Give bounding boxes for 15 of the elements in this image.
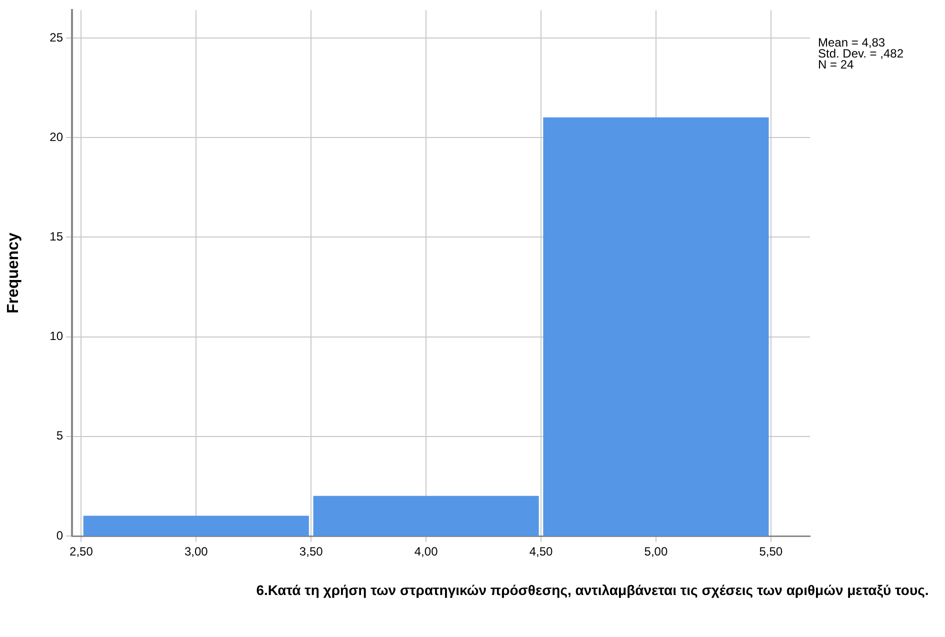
y-tick-label: 25 (50, 30, 64, 44)
y-axis-title: Frequency (5, 232, 22, 314)
x-tick-label: 3,00 (184, 544, 208, 559)
y-tick-label: 15 (50, 230, 64, 244)
y-tick-label: 5 (56, 428, 64, 443)
x-axis-title: 6.Κατά τη χρήση των στρατηγικών πρόσθεσης, αντιλαμβάνεται τις σχέσεις των αριθμών μεταξύ τους. (255, 582, 930, 599)
x-tick-label: 4,00 (414, 544, 438, 559)
x-tick-label: 5,50 (759, 544, 783, 559)
y-tick-label: 10 (50, 329, 64, 344)
y-tick-label: 0 (56, 528, 64, 542)
x-tick-label: 4,50 (529, 544, 554, 559)
x-tick-label: 3,50 (299, 544, 324, 559)
x-tick-label: 5,00 (644, 544, 668, 559)
x-tick-label: 2,50 (70, 544, 94, 559)
y-tick-label: 20 (50, 130, 64, 144)
